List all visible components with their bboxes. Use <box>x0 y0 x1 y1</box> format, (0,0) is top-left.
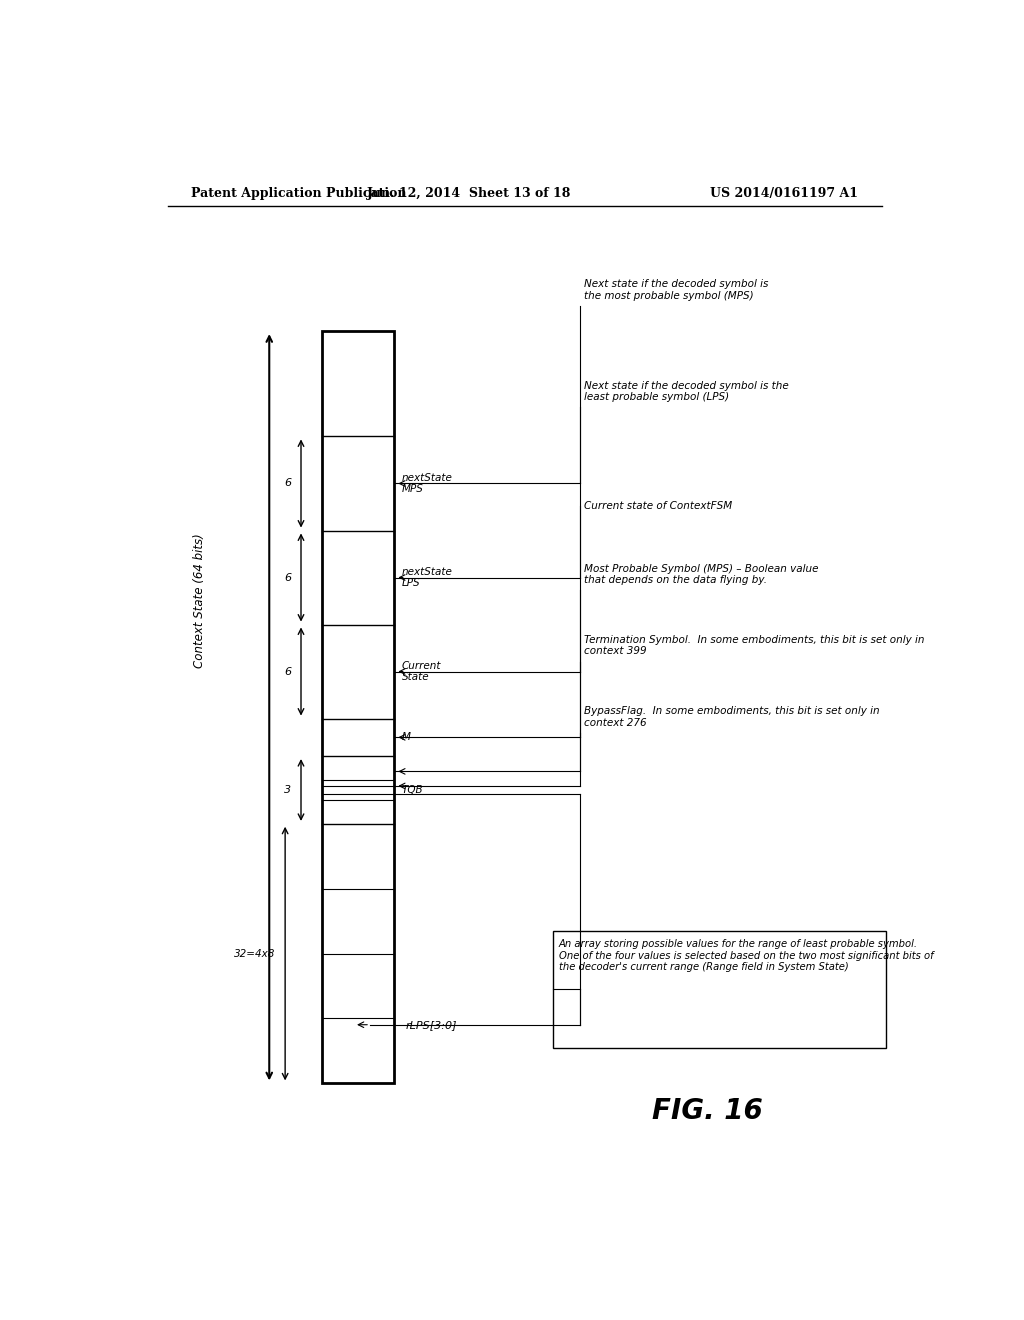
Text: FIG. 16: FIG. 16 <box>652 1097 763 1125</box>
Bar <box>553 931 886 1048</box>
Text: 6: 6 <box>285 667 292 677</box>
Text: Current state of ContextFSM: Current state of ContextFSM <box>585 502 732 511</box>
Text: Current
State: Current State <box>401 661 441 682</box>
Text: 6: 6 <box>285 478 292 488</box>
Text: 3: 3 <box>285 785 292 795</box>
Text: Next state if the decoded symbol is the
least probable symbol (LPS): Next state if the decoded symbol is the … <box>585 380 790 403</box>
Text: An array storing possible values for the range of least probable symbol.
One of : An array storing possible values for the… <box>559 939 934 973</box>
Text: Next state if the decoded symbol is
the most probable symbol (MPS): Next state if the decoded symbol is the … <box>585 279 769 301</box>
Text: 32=4x8: 32=4x8 <box>234 949 275 958</box>
Text: rLPS[3:0]: rLPS[3:0] <box>406 1020 458 1030</box>
Text: TQB: TQB <box>401 785 423 795</box>
Bar <box>323 331 394 1084</box>
Text: Most Probable Symbol (MPS) – Boolean value
that depends on the data flying by.: Most Probable Symbol (MPS) – Boolean val… <box>585 564 819 585</box>
Text: Termination Symbol.  In some embodiments, this bit is set only in
context 399: Termination Symbol. In some embodiments,… <box>585 635 925 656</box>
Text: M: M <box>401 733 411 742</box>
Text: 6: 6 <box>285 573 292 582</box>
Text: Patent Application Publication: Patent Application Publication <box>191 187 407 201</box>
Text: Context State (64 bits): Context State (64 bits) <box>193 533 206 668</box>
Text: nextState
MPS: nextState MPS <box>401 473 453 494</box>
Text: Jun. 12, 2014  Sheet 13 of 18: Jun. 12, 2014 Sheet 13 of 18 <box>367 187 571 201</box>
Text: nextState
LPS: nextState LPS <box>401 566 453 589</box>
Text: BypassFlag.  In some embodiments, this bit is set only in
context 276: BypassFlag. In some embodiments, this bi… <box>585 706 880 727</box>
Text: US 2014/0161197 A1: US 2014/0161197 A1 <box>710 187 858 201</box>
